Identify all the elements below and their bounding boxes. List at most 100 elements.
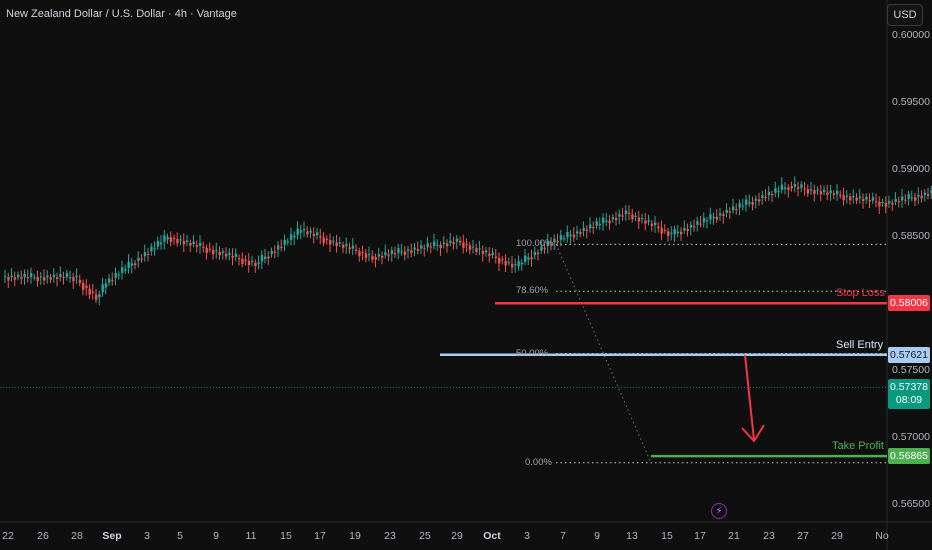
candle-body (533, 252, 537, 256)
candle-body (202, 246, 205, 248)
candle-body (348, 247, 351, 250)
candle-body (361, 252, 364, 254)
candle-body (826, 192, 829, 195)
date-tick: 15 (661, 530, 673, 542)
candle-body (98, 293, 101, 298)
candle-body (176, 238, 179, 244)
candle-body (852, 196, 855, 198)
candle-body (182, 240, 186, 245)
candle-body (702, 217, 706, 223)
candle-body (810, 189, 813, 191)
candle-body (325, 238, 329, 240)
stop-loss-price-tag: 0.58006 (888, 295, 930, 312)
candle-body (589, 224, 592, 229)
candle-body (10, 275, 13, 278)
date-tick: 27 (797, 530, 809, 542)
candle-body (212, 249, 215, 255)
fib-label-78-6: 78.60% (516, 285, 549, 297)
candle-body (465, 243, 468, 245)
candle-body (244, 259, 247, 261)
candle-body (524, 255, 527, 262)
candle-body (637, 217, 641, 222)
candle-body (722, 214, 725, 217)
candle-body (189, 242, 192, 246)
candle-body (862, 198, 865, 202)
candle-body (283, 239, 286, 245)
candle-body (693, 226, 696, 228)
candle-body (504, 260, 507, 266)
candle-body (543, 248, 546, 250)
candle-body (715, 216, 719, 220)
candle-body (277, 245, 280, 250)
candle-body (208, 248, 212, 250)
candle-body (829, 190, 832, 194)
candle-body (712, 216, 715, 219)
candle-body (611, 217, 615, 220)
candle-body (371, 255, 374, 260)
candle-body (156, 240, 160, 247)
candle-body (878, 201, 881, 207)
candle-body (420, 245, 423, 249)
date-tick: 26 (37, 530, 49, 542)
candle-body (130, 263, 134, 266)
date-tick: 29 (451, 530, 463, 542)
candle-body (605, 220, 608, 222)
candle-body (30, 273, 33, 278)
candle-body (514, 264, 517, 266)
candle-body (884, 202, 888, 207)
fib-label-50: 50.00% (516, 347, 549, 359)
candle-body (46, 275, 49, 278)
candle-body (23, 273, 26, 278)
candle-body (472, 246, 475, 248)
candle-body (907, 194, 910, 199)
candle-body (179, 239, 182, 241)
candle-body (904, 199, 907, 201)
candle-body (816, 189, 819, 191)
candle-body (595, 221, 598, 226)
date-tick: Oct (483, 530, 501, 542)
candle-body (13, 277, 17, 280)
candle-body (462, 242, 465, 248)
date-tick: 22 (2, 530, 14, 542)
candle-body (855, 197, 858, 201)
candle-body (65, 273, 69, 278)
candle-body (511, 263, 514, 268)
candle-body (7, 277, 10, 281)
candle-body (390, 250, 394, 255)
candle-body (800, 184, 803, 188)
trade-levels (440, 301, 887, 458)
candle-body (787, 187, 790, 191)
lightning-event-icon[interactable]: ⚡ (711, 503, 727, 519)
candle-body (923, 192, 927, 196)
candle-body (173, 237, 176, 239)
candle-body (273, 251, 277, 253)
candle-body (709, 214, 712, 220)
candle-body (910, 197, 914, 199)
candle-body (407, 249, 410, 251)
candle-body (784, 187, 787, 189)
arrow-shaft (744, 354, 755, 441)
currency-button[interactable]: USD (887, 4, 923, 26)
candle-body (377, 254, 381, 257)
chart-title: New Zealand Dollar / U.S. Dollar · 4h · … (6, 8, 237, 20)
candle-body (481, 250, 485, 254)
candle-body (140, 258, 143, 260)
candle-body (914, 197, 917, 201)
candle-body (582, 227, 585, 231)
candle-body (312, 233, 316, 236)
candle-body (631, 214, 634, 220)
candle-body (335, 242, 338, 247)
candle-body (95, 294, 98, 300)
candle-body (225, 253, 228, 257)
date-tick: 23 (384, 530, 396, 542)
candle-body (875, 201, 878, 203)
candle-body (59, 273, 62, 278)
candle-body (199, 242, 202, 246)
candle-body (546, 241, 550, 246)
candle-body (82, 282, 85, 290)
candle-body (143, 252, 147, 257)
date-tick: 3 (524, 530, 530, 542)
candle-body (819, 191, 823, 195)
target-arrow (741, 354, 765, 443)
